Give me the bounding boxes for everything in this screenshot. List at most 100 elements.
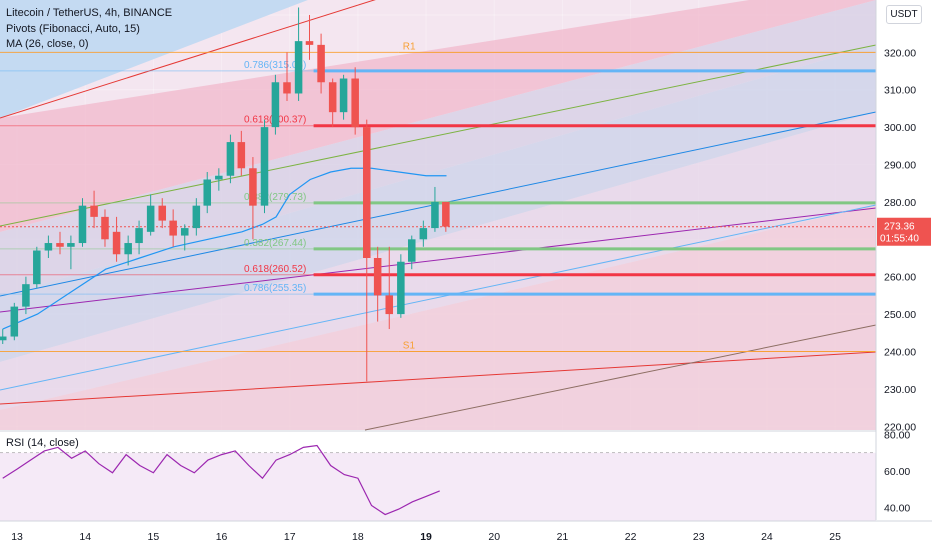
candle-10[interactable] [112,216,121,262]
time-tick-label: 23 [693,531,705,543]
candle-38[interactable] [431,186,439,232]
time-tick-label: 17 [284,531,296,543]
candle-7[interactable] [78,198,87,247]
candle-body [249,168,257,206]
candle-0[interactable] [0,329,7,344]
candle-31[interactable] [351,67,359,135]
ma-indicator-label[interactable]: MA (26, close, 0) [6,38,89,50]
candle-15[interactable] [169,209,177,247]
candle-25[interactable] [283,52,291,101]
candle-19[interactable] [215,168,223,191]
candle-29[interactable] [328,78,337,128]
candle-36[interactable] [407,235,416,270]
candle-1[interactable] [10,302,19,341]
candle-35[interactable] [397,254,405,318]
price-tick-label: 290.00 [884,160,916,172]
trend-line-6 [364,324,877,431]
candle-body [192,205,201,229]
candle-body [169,220,177,236]
candle-body [385,295,394,315]
candle-body [362,127,371,258]
candle-13[interactable] [146,194,155,236]
channel-zone-4 [0,112,876,410]
candle-body [339,78,348,113]
candle-body [419,228,428,240]
time-tick-label: 16 [216,531,228,543]
rsi-tick-label: 60.00 [884,466,910,478]
candle-28[interactable] [317,33,325,94]
time-tick-label: 13 [11,531,23,543]
candle-body [90,205,98,217]
rsi-tick-label: 40.00 [884,502,910,514]
time-tick-label: 15 [148,531,160,543]
currency-badge[interactable]: USDT [886,5,922,24]
candle-11[interactable] [124,235,132,266]
pivots-indicator-label[interactable]: Pivots (Fibonacci, Auto, 15) [6,22,140,35]
candle-body [124,243,132,255]
candle-17[interactable] [192,198,201,236]
candle-body [67,243,75,247]
candle-body [260,127,269,206]
trend-line-5 [0,204,877,391]
channel-zone-0 [0,0,876,118]
candle-39[interactable] [442,201,450,232]
trend-line-4 [0,207,877,313]
candle-4[interactable] [44,235,53,258]
time-tick-label: 14 [79,531,91,543]
candle-37[interactable] [419,220,428,247]
candle-16[interactable] [180,224,189,251]
candle-8[interactable] [90,190,98,229]
candle-body [328,82,337,113]
candle-5[interactable] [56,231,64,255]
fib-level-label: 0.786(315.06) [244,60,306,71]
candle-14[interactable] [158,198,167,229]
candle-body [351,78,359,128]
candle-22[interactable] [249,157,257,240]
current-price-tag [877,217,931,246]
candle-body [22,284,30,307]
candle-12[interactable] [135,220,143,255]
candles [0,7,450,382]
candle-34[interactable] [385,246,394,330]
candle-body [215,175,223,180]
candle-26[interactable] [294,7,303,101]
time-tick-label: 24 [761,531,773,543]
candle-body [146,205,155,232]
candle-27[interactable] [305,14,314,60]
price-tick-label: 260.00 [884,272,916,284]
candle-body [226,142,235,176]
candle-32[interactable] [362,119,371,382]
candle-33[interactable] [373,246,382,322]
candle-24[interactable] [271,74,280,135]
fib-level-label: 0.382(267.44) [244,238,306,249]
candle-18[interactable] [203,172,212,214]
candle-countdown: 01:55:40 [880,234,919,245]
candle-30[interactable] [339,74,348,120]
fib-level-label: S1 [403,340,416,351]
time-axis-bg [0,521,932,550]
chart-legend: Litecoin / TetherUS, 4h, BINANCE Pivots … [6,6,172,53]
price-tick-label: 320.00 [884,47,916,59]
candle-6[interactable] [67,235,75,270]
fib-level-label: 0.382(279.73) [244,192,306,203]
candle-3[interactable] [33,246,41,288]
candle-body [431,201,439,229]
current-price-value: 273.36 [884,222,915,233]
candle-23[interactable] [260,119,269,214]
symbol-title: Litecoin / TetherUS, 4h, BINANCE [6,7,173,19]
candle-20[interactable] [226,134,235,184]
price-tick-label: 240.00 [884,346,916,358]
candle-body [305,41,314,45]
rsi-indicator-label[interactable]: RSI (14, close) [6,437,79,449]
candle-9[interactable] [101,209,109,247]
time-tick-label: 22 [625,531,637,543]
price-tick-label: 230.00 [884,384,916,396]
ma-line [2,167,447,330]
candle-21[interactable] [237,130,246,176]
price-axis-bg [876,0,932,520]
time-tick-label: 19 [420,531,432,543]
trend-line-0 [0,0,376,119]
candle-2[interactable] [22,276,30,315]
rsi-line [2,444,440,516]
